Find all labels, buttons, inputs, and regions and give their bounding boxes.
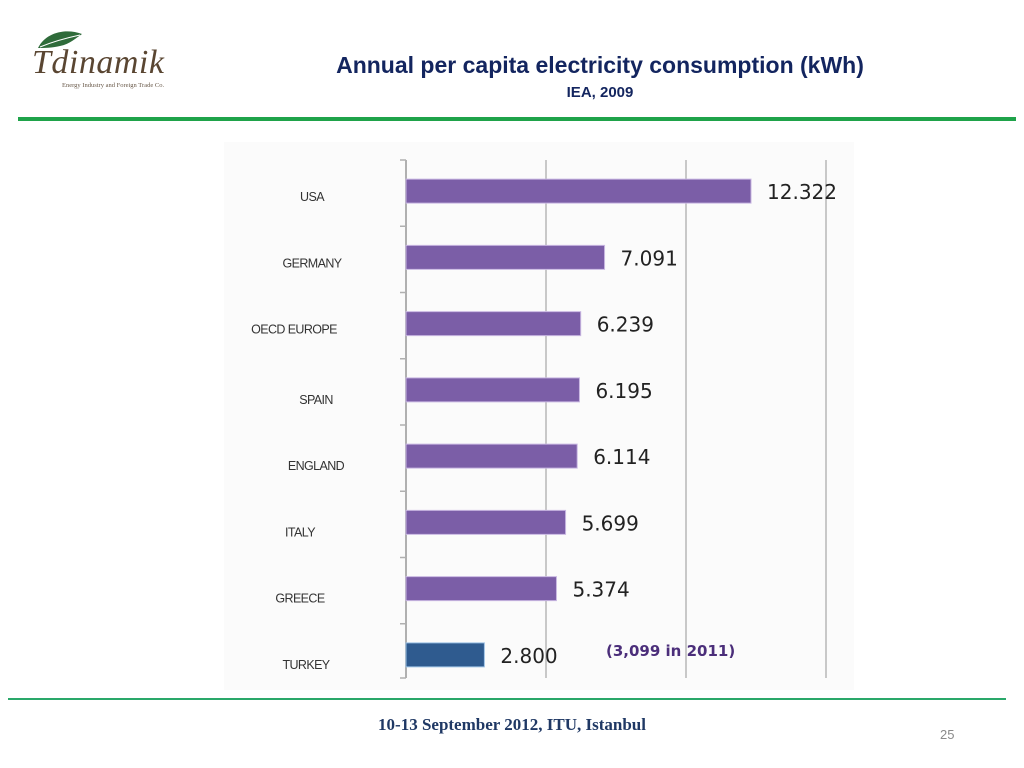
footer-divider bbox=[8, 698, 1006, 700]
slide-title: Annual per capita electricity consumptio… bbox=[336, 52, 864, 78]
category-label: SPAIN bbox=[299, 393, 333, 407]
slide-subtitle: IEA, 2009 bbox=[566, 84, 634, 101]
data-label: 6.239 bbox=[597, 313, 654, 337]
bar-turkey bbox=[405, 642, 485, 668]
page-number: 25 bbox=[940, 727, 955, 742]
bar-oecd-europe bbox=[405, 311, 582, 337]
category-label: GREECE bbox=[275, 592, 324, 606]
header-divider bbox=[18, 117, 1016, 121]
footer-text: 10-13 September 2012, ITU, Istanbul bbox=[378, 715, 646, 734]
data-label: 5.699 bbox=[582, 511, 639, 535]
data-label: 12.322 bbox=[767, 180, 837, 204]
category-label: OECD EUROPE bbox=[251, 323, 337, 337]
logo-tagline: Energy Industry and Foreign Trade Co. bbox=[62, 82, 165, 89]
category-label: USA bbox=[300, 190, 325, 204]
logo-name: Tdinamik bbox=[32, 44, 165, 81]
category-label: ENGLAND bbox=[288, 459, 345, 473]
data-label: 2.800 bbox=[500, 644, 557, 668]
bar-greece bbox=[405, 576, 557, 602]
category-label: ITALY bbox=[285, 525, 316, 539]
bar-germany bbox=[405, 244, 606, 270]
category-label: TURKEY bbox=[282, 658, 330, 672]
bar-italy bbox=[405, 509, 567, 535]
bar-usa bbox=[405, 178, 752, 204]
data-label: 6.114 bbox=[593, 445, 650, 469]
leaf-icon bbox=[38, 31, 82, 48]
data-label: 6.195 bbox=[595, 379, 652, 403]
bar-spain bbox=[405, 377, 580, 403]
data-label: 5.374 bbox=[572, 578, 629, 602]
company-logo: Tdinamik Energy Industry and Foreign Tra… bbox=[28, 22, 178, 94]
data-label: 7.091 bbox=[621, 246, 678, 270]
bar-england bbox=[405, 443, 578, 469]
turkey-annotation: (3,099 in 2011) bbox=[606, 642, 736, 660]
category-label: GERMANY bbox=[282, 256, 342, 270]
